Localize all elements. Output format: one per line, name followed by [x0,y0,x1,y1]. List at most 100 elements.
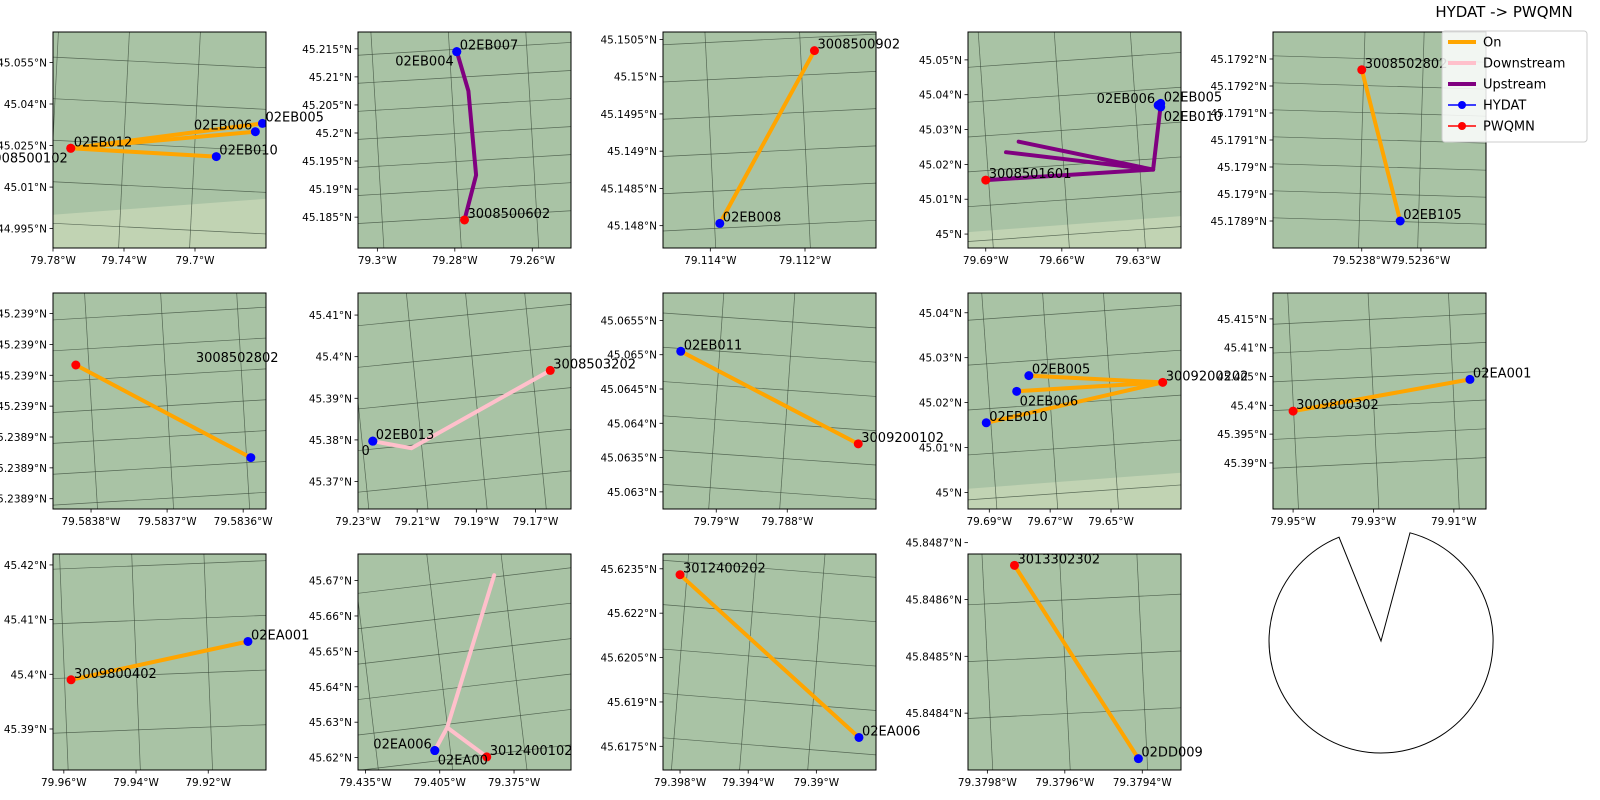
downstream-connection-line [445,725,489,759]
station-label: 02EB105 [1403,208,1462,223]
panel-frame [967,31,1182,249]
station-label: 02EB010 [219,144,277,159]
on-connection-line [68,146,219,159]
x-tick-label: 79.394°W [722,777,775,789]
y-tick-label: 45.04°N [919,90,962,102]
x-tick-label: 79.96°W [41,777,87,789]
meridian-gridline [426,554,454,770]
hydat-station-marker [1012,386,1022,396]
y-tick-label: 45.01°N [919,442,962,454]
on-connection-line [1026,373,1165,385]
parallel-gridline [1273,313,1486,325]
parallel-gridline [1273,190,1486,198]
x-tick-label: 79.74°W [101,255,147,267]
parallel-gridline [968,304,1181,321]
parallel-gridline [358,567,571,594]
x-tick-label: 79.405°W [414,777,467,789]
parallel-gridline [663,559,876,578]
station-label: 02EB011 [684,338,743,353]
parallel-gridline [968,707,1181,719]
meridian-gridline [203,554,213,770]
meridian-gridline [1136,554,1149,770]
y-tick-label: 45.6175°N [600,741,657,753]
y-tick-label: 45.8484°N [905,708,962,720]
parallel-gridline [53,337,266,352]
parallel-gridline [53,306,266,321]
meridian-gridline [779,293,796,509]
station-label: 02EB010 [1164,110,1223,125]
station-label: 02EB005 [1164,90,1223,105]
pwqmn-station-marker [460,215,469,225]
meridian-gridline [1059,554,1071,770]
x-tick-label: 79.788°W [761,516,814,528]
hydat-station-marker [368,436,378,446]
x-tick-label: 79.112°W [779,255,832,267]
y-tick-label: 45.66°N [309,611,352,623]
map-panel-2: 02EB007 02EB004 3008500602 79.3°W 79.28°W 79.… [302,31,572,267]
legend-box [1441,30,1588,143]
station-label: 3012400102 [490,744,573,759]
x-tick-label: 79.21°W [394,516,440,528]
y-tick-label: 45.8486°N [905,594,962,606]
parallel-gridline [663,33,876,46]
y-tick-label: 45.15°N [614,72,657,84]
land-background [663,293,876,509]
y-tick-label: 45.37°N [309,477,352,489]
meridian-gridline [981,293,998,509]
parallel-gridline [663,71,876,83]
station-label: 02EA006 [373,738,431,753]
meridian-gridline [465,293,488,509]
parallel-gridline [358,42,571,56]
parallel-gridline [968,156,1181,173]
legend-label: Downstream [1483,57,1565,72]
on-connection-line [678,349,861,446]
y-tick-label: 45.1485°N [600,183,657,195]
shoreline-area [968,216,1181,248]
meridian-gridline [370,32,385,248]
y-tick-label: 45.2389°N [0,463,47,475]
parallel-gridline [358,673,571,700]
y-tick-label: 45.239°N [0,309,47,321]
hydat-station-marker [981,418,991,428]
x-tick-label: 79.5837°W [138,516,198,528]
land-background [968,32,1181,248]
y-tick-label: 45.179°N [1217,189,1267,201]
parallel-gridline [53,368,266,383]
parallel-gridline [968,52,1181,68]
parallel-gridline [53,615,266,625]
pwqmn-station-marker [482,752,492,762]
station-label: 02EB012 [74,135,133,150]
parallel-gridline [53,98,266,110]
y-tick-label: 45.395°N [1217,429,1267,441]
x-tick-label: 79.67°W [1027,516,1073,528]
y-tick-label: 45.0645°N [600,384,657,396]
pwqmn-station-marker [809,46,819,56]
station-label: 02EA00 [438,754,488,769]
panel-frame [967,553,1182,771]
land-background [53,293,266,509]
parallel-gridline [358,744,571,770]
map-area [358,293,571,509]
x-tick-label: 79.91°W [1431,516,1477,528]
y-tick-label: 45.03°N [919,125,962,137]
parallel-gridline [1273,370,1486,383]
y-tick-label: 45.4°N [316,352,352,364]
map-panel-3: 02EB008 3008500902 79.114°W 79.112°W 45.148°… [600,31,900,267]
figure-title: HYDAT -> PWQMN [1435,3,1572,21]
y-tick-label: 45°N [936,487,962,499]
parallel-gridline [1273,217,1486,225]
station-label: 02EB005 [265,110,324,125]
station-label: 3008501601 [989,167,1072,182]
x-tick-label: 79.19°W [453,516,499,528]
x-tick-label: 79.66°W [1039,255,1085,267]
parallel-gridline [358,387,571,410]
y-tick-label: 45.2389°N [0,494,47,506]
parallel-gridline [53,56,266,69]
station-label: 02DD009 [1141,746,1202,761]
y-tick-label: 45.1505°N [600,34,657,46]
meridian-gridline [358,597,379,770]
legend-label: On [1483,36,1501,51]
station-label: 3013302302 [1017,552,1100,567]
y-tick-label: 45.025°N [0,141,47,153]
x-tick-label: 79.375°W [488,777,541,789]
